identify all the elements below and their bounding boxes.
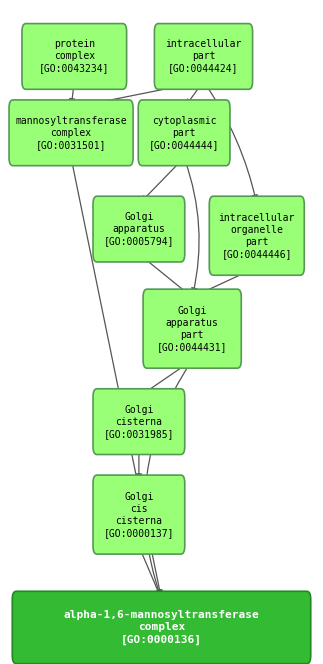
FancyArrowPatch shape <box>136 450 141 479</box>
FancyBboxPatch shape <box>143 290 241 368</box>
Text: Golgi
apparatus
part
[GO:0044431]: Golgi apparatus part [GO:0044431] <box>157 305 227 352</box>
FancyArrowPatch shape <box>187 84 202 104</box>
Text: intracellular
organelle
part
[GO:0044446]: intracellular organelle part [GO:0044446… <box>219 212 295 259</box>
FancyBboxPatch shape <box>9 100 133 165</box>
Text: Golgi
cisterna
[GO:0031985]: Golgi cisterna [GO:0031985] <box>104 404 174 439</box>
FancyArrowPatch shape <box>142 362 190 394</box>
FancyArrowPatch shape <box>75 82 201 108</box>
Text: Golgi
cis
cisterna
[GO:0000137]: Golgi cis cisterna [GO:0000137] <box>104 491 174 538</box>
Text: alpha-1,6-mannosyltransferase
complex
[GO:0000136]: alpha-1,6-mannosyltransferase complex [G… <box>64 610 259 645</box>
FancyBboxPatch shape <box>12 591 311 664</box>
FancyBboxPatch shape <box>22 23 127 89</box>
FancyArrowPatch shape <box>141 256 189 295</box>
Text: Golgi
apparatus
[GO:0005794]: Golgi apparatus [GO:0005794] <box>104 212 174 246</box>
FancyArrowPatch shape <box>72 161 162 595</box>
FancyArrowPatch shape <box>142 159 182 201</box>
FancyBboxPatch shape <box>154 23 253 89</box>
FancyBboxPatch shape <box>93 475 185 554</box>
Text: mannosyltransferase
complex
[GO:0031501]: mannosyltransferase complex [GO:0031501] <box>15 116 127 150</box>
FancyArrowPatch shape <box>205 84 257 200</box>
FancyBboxPatch shape <box>93 388 185 454</box>
Text: cytoplasmic
part
[GO:0044444]: cytoplasmic part [GO:0044444] <box>149 116 219 150</box>
FancyArrowPatch shape <box>185 160 199 293</box>
Text: intracellular
part
[GO:0044424]: intracellular part [GO:0044424] <box>165 39 242 74</box>
FancyArrowPatch shape <box>145 363 191 596</box>
FancyBboxPatch shape <box>138 100 230 165</box>
FancyBboxPatch shape <box>93 197 185 262</box>
FancyBboxPatch shape <box>209 197 304 275</box>
FancyArrowPatch shape <box>140 548 160 596</box>
FancyArrowPatch shape <box>70 84 75 104</box>
FancyArrowPatch shape <box>196 268 254 295</box>
Text: protein
complex
[GO:0043234]: protein complex [GO:0043234] <box>39 39 109 74</box>
